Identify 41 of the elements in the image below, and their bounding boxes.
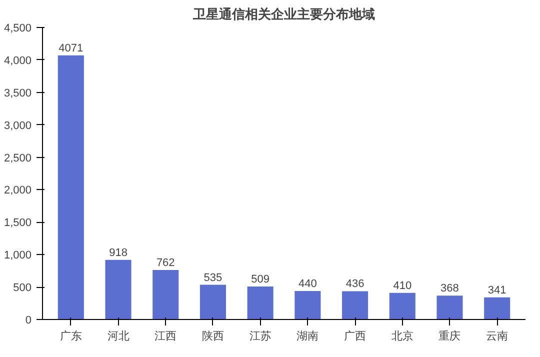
x-tick-label: 重庆 [438, 330, 461, 342]
bar [436, 296, 463, 320]
data-label: 368 [440, 282, 459, 295]
x-tick-label: 陕西 [202, 330, 224, 342]
bar [389, 292, 416, 320]
bar [152, 270, 179, 320]
y-tick-label: 4,500 [4, 22, 32, 34]
data-label: 509 [251, 273, 270, 286]
data-label: 436 [346, 278, 364, 290]
y-tick-label: 2,500 [4, 152, 32, 164]
bar [342, 291, 368, 320]
data-label: 918 [109, 246, 128, 259]
y-tick-label: 4,000 [4, 54, 32, 67]
x-tick-label: 湖南 [296, 330, 319, 342]
x-tick-label: 广东 [60, 330, 82, 342]
x-tick-label: 河北 [107, 330, 130, 342]
data-label: 4071 [58, 42, 84, 54]
data-label: 410 [393, 280, 412, 292]
bar [484, 297, 510, 320]
data-label: 440 [298, 278, 317, 290]
y-tick-label: 3,500 [4, 87, 32, 100]
y-tick-label: 0 [25, 314, 32, 326]
bar [105, 260, 132, 320]
data-label: 341 [488, 284, 506, 296]
bar [200, 284, 226, 320]
bar [58, 55, 84, 320]
y-tick-label: 1,000 [4, 250, 32, 262]
y-tick-label: 3,000 [4, 120, 32, 132]
y-tick-label: 2,000 [4, 184, 32, 197]
chart-title: 卫星通信相关企业主要分布地域 [192, 6, 375, 22]
y-tick-label: 1,500 [4, 217, 32, 230]
x-tick-label: 广西 [344, 330, 366, 342]
y-tick-label: 500 [13, 282, 32, 294]
data-label: 535 [204, 272, 222, 284]
x-tick-label: 云南 [486, 330, 508, 342]
data-label: 762 [156, 257, 175, 270]
x-tick-label: 江苏 [249, 330, 272, 342]
x-tick-label: 北京 [391, 330, 414, 342]
x-tick-label: 江西 [154, 330, 177, 342]
bar [247, 286, 274, 320]
bar [294, 290, 321, 320]
